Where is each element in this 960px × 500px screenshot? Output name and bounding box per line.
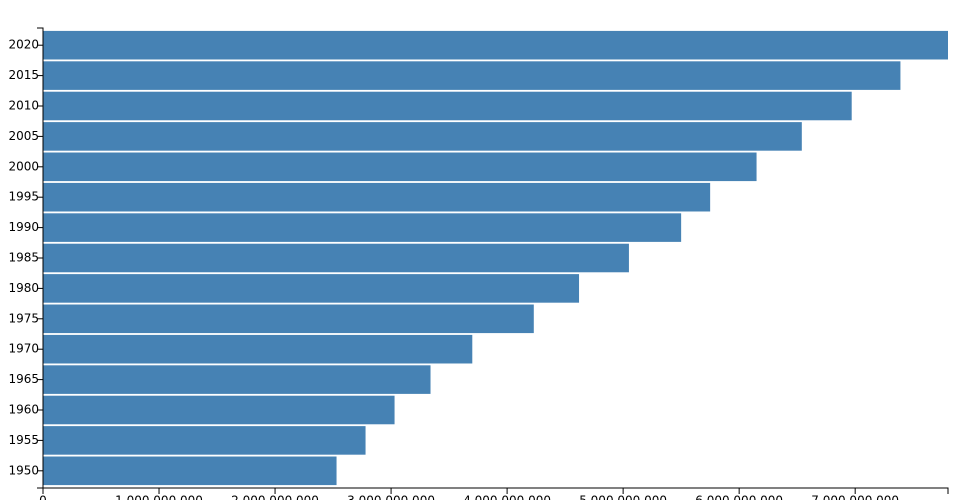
x-tick-label: 2,000,000,000 — [231, 494, 319, 500]
y-tick-label: 2000 — [8, 159, 39, 173]
bar — [43, 274, 580, 303]
y-axis — [37, 27, 44, 489]
bar — [43, 61, 901, 90]
bar — [43, 182, 711, 212]
bar — [43, 365, 431, 394]
y-tick-label: 1965 — [8, 372, 39, 386]
y-tick-label: 1950 — [8, 463, 39, 477]
y-tick-label: 1990 — [8, 220, 39, 234]
bar — [43, 152, 757, 182]
x-tick-label: 7,000,000,000 — [811, 494, 899, 500]
bar — [43, 243, 629, 273]
y-tick-label: 1985 — [8, 251, 39, 265]
x-tick-label: 4,000,000,000 — [463, 494, 551, 500]
y-tick-label: 1955 — [8, 433, 39, 447]
bar — [43, 456, 337, 486]
y-tick-label: 1960 — [8, 403, 39, 417]
x-tick-label: 3,000,000,000 — [347, 494, 435, 500]
y-tick-label: 1970 — [8, 342, 39, 356]
bar — [43, 30, 948, 60]
y-tick-label: 1975 — [8, 311, 39, 325]
bar — [43, 122, 802, 151]
y-tick-label: 1995 — [8, 190, 39, 204]
y-tick-label: 2015 — [8, 68, 39, 82]
x-tick-label: 0 — [39, 494, 47, 500]
bar — [43, 395, 395, 425]
x-tick-label: 1,000,000,000 — [115, 494, 203, 500]
bar — [43, 304, 534, 334]
bar — [43, 426, 366, 455]
bar — [43, 91, 852, 121]
y-tick-label: 2010 — [8, 99, 39, 113]
y-tick-label: 1980 — [8, 281, 39, 295]
y-tick-label: 2020 — [8, 38, 39, 52]
bar — [43, 334, 473, 364]
x-tick-label: 6,000,000,000 — [695, 494, 783, 500]
x-tick-label: 5,000,000,000 — [579, 494, 667, 500]
bar — [43, 213, 682, 242]
y-tick-label: 2005 — [8, 129, 39, 143]
